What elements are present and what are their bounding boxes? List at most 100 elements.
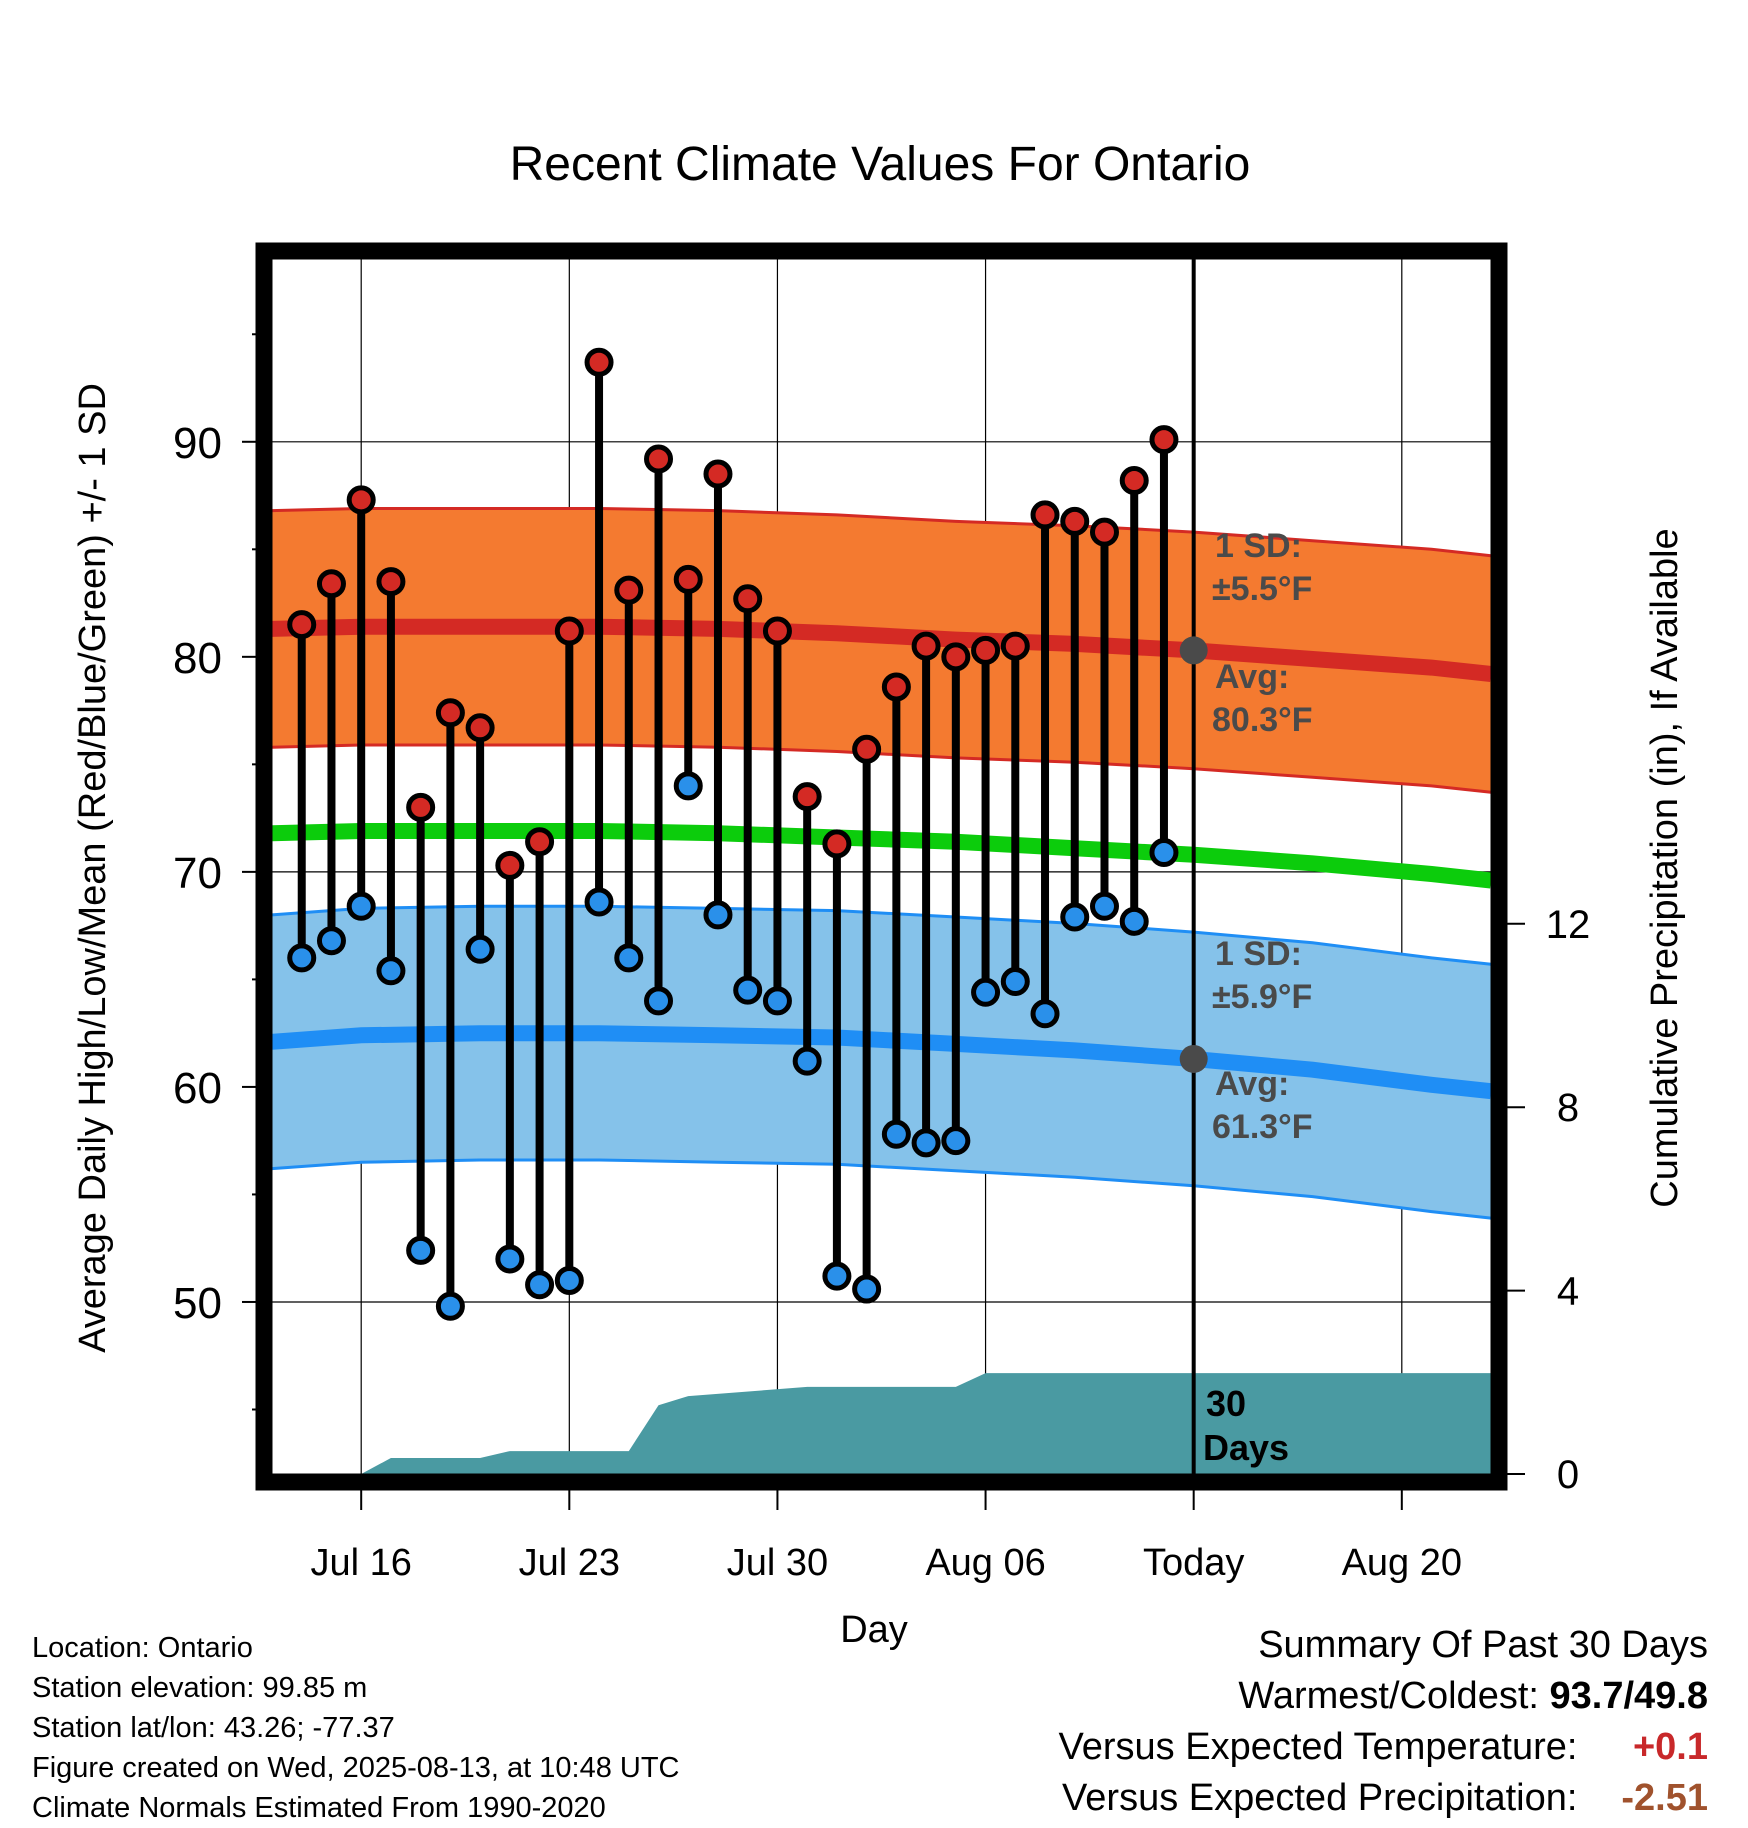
high-avg-label: Avg: [1215, 658, 1289, 696]
daily-low-point [1149, 838, 1179, 868]
low-avg-value: 61.3°F [1212, 1108, 1313, 1146]
daily-high-point [495, 850, 525, 880]
daily-low-point [525, 1270, 555, 1300]
window-label-unit: Days [1203, 1427, 1289, 1468]
daily-low-point [733, 975, 763, 1005]
y2-tick-label: 8 [1557, 1086, 1579, 1130]
daily-high-point [881, 672, 911, 702]
info-location: Location: Ontario [32, 1632, 253, 1664]
high-sd-band [272, 508, 1491, 793]
summary-temp-row: Versus Expected Temperature: +0.1 [1059, 1722, 1708, 1773]
high-sd-label: 1 SD: [1215, 527, 1302, 565]
daily-high-point [1000, 631, 1030, 661]
daily-high-point [346, 485, 376, 515]
x-axis-label: Day [840, 1609, 908, 1651]
daily-high-point [1119, 465, 1149, 495]
daily-low-point [614, 943, 644, 973]
daily-high-point [911, 631, 941, 661]
daily-high-point [435, 698, 465, 728]
daily-high-point [852, 734, 882, 764]
summary-panel: Summary Of Past 30 Days Warmest/Coldest:… [1059, 1620, 1708, 1824]
x-tick-label: Aug 06 [925, 1542, 1045, 1584]
high-sd-band-upper-edge [271, 507, 1492, 558]
y2-tick-label: 4 [1557, 1270, 1579, 1314]
daily-low-point [584, 887, 614, 917]
daily-high-point [792, 782, 822, 812]
daily-low-point [376, 956, 406, 986]
daily-low-point [554, 1265, 584, 1295]
daily-high-point [762, 616, 792, 646]
station-info: Location: Ontario Station elevation: 99.… [32, 1628, 680, 1828]
daily-high-point [1089, 517, 1119, 547]
daily-high-point [1149, 425, 1179, 455]
y-tick-label: 50 [173, 1279, 222, 1328]
daily-high-point [1060, 506, 1090, 536]
chart-title: Recent Climate Values For Ontario [510, 138, 1251, 191]
low-sd-value: ±5.9°F [1212, 978, 1312, 1016]
normal-bands [271, 507, 1492, 1220]
summary-warm-cold-row: Warmest/Coldest: 93.7/49.8 [1059, 1671, 1708, 1722]
daily-low-point [911, 1128, 941, 1158]
observed-range [287, 259, 1208, 1474]
today-low-normal-point [1179, 1044, 1208, 1073]
summary-precip-value: -2.51 [1621, 1777, 1708, 1819]
daily-low-point [287, 943, 317, 973]
daily-low-point [703, 900, 733, 930]
info-created: Figure created on Wed, 2025-08-13, at 10… [32, 1752, 680, 1784]
daily-high-point [376, 567, 406, 597]
daily-low-point [971, 977, 1001, 1007]
daily-high-point [406, 792, 436, 822]
summary-precip-row: Versus Expected Precipitation: -2.51 [1059, 1773, 1708, 1824]
x-tick-label: Jul 30 [727, 1542, 828, 1584]
y-axis-right-label: Cumulative Precipitation (in), If Availa… [1644, 528, 1686, 1207]
daily-low-point [465, 934, 495, 964]
y-tick-label: 70 [173, 849, 222, 898]
info-normals: Climate Normals Estimated From 1990-2020 [32, 1792, 606, 1824]
daily-high-point [554, 616, 584, 646]
window-annotation: 30 Days [1203, 1383, 1289, 1468]
daily-low-point [406, 1235, 436, 1265]
x-tick-label: Jul 16 [310, 1542, 411, 1584]
daily-low-point [792, 1046, 822, 1076]
y-tick-label: 80 [173, 634, 222, 683]
mean-normal-line [271, 823, 1492, 889]
daily-low-point [762, 986, 792, 1016]
daily-high-point [971, 635, 1001, 665]
window-label-count: 30 [1206, 1383, 1246, 1424]
annotations: 1 SD: ±5.5°F Avg: 80.3°F 1 SD: ±5.9°F Av… [1212, 527, 1313, 1146]
x-tick-label: Aug 20 [1342, 1542, 1462, 1584]
info-elevation: Station elevation: 99.85 m [32, 1672, 368, 1704]
precip-area [272, 1373, 1491, 1474]
daily-high-point [822, 829, 852, 859]
daily-low-point [941, 1126, 971, 1156]
summary-temp-value: +0.1 [1632, 1726, 1708, 1768]
info-latlon: Station lat/lon: 43.26; -77.37 [32, 1712, 395, 1744]
y-axis-left-label: Average Daily High/Low/Mean (Red/Blue/Gr… [72, 383, 114, 1353]
daily-high-point [644, 444, 674, 474]
daily-high-point [733, 584, 763, 614]
low-sd-band-lower-edge [271, 1158, 1492, 1220]
y-tick-label: 90 [173, 419, 222, 468]
daily-low-point [435, 1291, 465, 1321]
low-avg-label: Avg: [1215, 1065, 1289, 1103]
plot-frame [255, 242, 1508, 1491]
daily-low-point [346, 891, 376, 921]
today-high-normal-point [1179, 636, 1208, 665]
daily-high-point [525, 827, 555, 857]
summary-temp-label: Versus Expected Temperature: [1058, 1726, 1578, 1768]
y-tick-label: 60 [173, 1064, 222, 1113]
daily-low-point [1119, 906, 1149, 936]
daily-low-point [644, 986, 674, 1016]
daily-high-point [287, 610, 317, 640]
daily-low-point [822, 1261, 852, 1291]
summary-warm-cold-value: 93.7/49.8 [1549, 1675, 1708, 1717]
daily-low-point [1030, 999, 1060, 1029]
daily-high-point [614, 575, 644, 605]
low-sd-label: 1 SD: [1215, 935, 1302, 973]
precip-cumulative-area [272, 1373, 1491, 1474]
summary-precip-label: Versus Expected Precipitation: [1062, 1777, 1578, 1819]
summary-warm-cold-label: Warmest/Coldest: [1238, 1675, 1539, 1717]
daily-low-point [881, 1119, 911, 1149]
x-tick-label: Today [1143, 1542, 1244, 1584]
